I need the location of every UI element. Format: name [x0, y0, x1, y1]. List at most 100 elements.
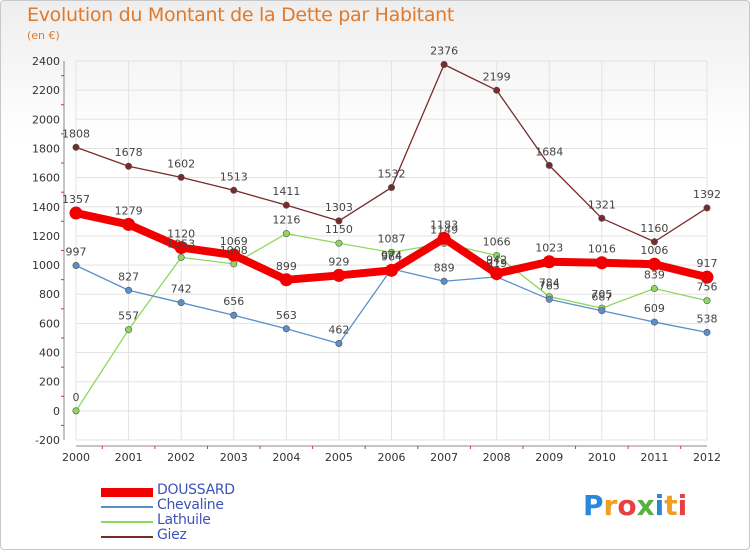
- data-point: [125, 286, 133, 294]
- y-tick-label: 1000: [32, 259, 60, 272]
- data-label: 0: [73, 391, 80, 404]
- y-tick-label: 1600: [32, 172, 60, 185]
- data-label: 1150: [325, 223, 353, 236]
- y-tick-label: 200: [39, 376, 60, 389]
- data-point: [174, 241, 188, 255]
- data-point: [282, 230, 290, 238]
- y-tick-label: 2400: [32, 55, 60, 68]
- data-point: [385, 263, 398, 277]
- data-label: 1602: [167, 157, 195, 170]
- x-tick-label: 2009: [535, 451, 563, 464]
- x-tick-label: 2010: [588, 451, 616, 464]
- data-label: 1684: [535, 145, 563, 158]
- data-point: [332, 268, 346, 282]
- y-tick-label: 800: [39, 288, 60, 301]
- data-label: 765: [539, 279, 560, 292]
- legend: DOUSSARD Chevaline Lathuile Giez: [101, 482, 301, 545]
- data-point: [440, 277, 448, 285]
- logo-letter: i: [654, 489, 665, 522]
- data-point: [703, 204, 711, 212]
- data-label: 919: [486, 257, 507, 270]
- data-label: 1160: [640, 222, 668, 235]
- data-point: [125, 162, 133, 170]
- legend-item-lathuile: Lathuile: [101, 512, 301, 530]
- data-label: 1066: [483, 235, 511, 248]
- y-tick-label: 1200: [32, 230, 60, 243]
- y-tick-label: -200: [35, 434, 60, 447]
- data-label: 1392: [693, 188, 721, 201]
- data-label: 1532: [378, 168, 406, 181]
- data-label: 2376: [430, 44, 458, 57]
- data-point: [490, 267, 504, 281]
- legend-item-chevaline: Chevaline: [101, 497, 301, 515]
- data-label: 687: [591, 291, 612, 304]
- x-tick-label: 2011: [640, 451, 668, 464]
- legend-swatch: [101, 536, 153, 538]
- logo-letter: o: [617, 489, 637, 522]
- data-point: [177, 173, 185, 181]
- data-label: 1513: [220, 170, 248, 183]
- data-label: 997: [66, 246, 87, 259]
- logo-letter: x: [636, 489, 655, 522]
- data-label: 1149: [430, 223, 458, 236]
- data-label: 1357: [62, 193, 90, 206]
- data-label: 917: [697, 257, 718, 270]
- x-tick-label: 2005: [325, 451, 353, 464]
- data-point: [177, 299, 185, 307]
- legend-swatch: [101, 521, 153, 523]
- data-point: [598, 214, 606, 222]
- proxiti-logo: Proxiti: [583, 489, 687, 522]
- data-point: [647, 257, 661, 271]
- data-label: 1321: [588, 198, 616, 211]
- data-label: 1087: [378, 232, 406, 245]
- data-point: [230, 311, 238, 319]
- chart-title: Evolution du Montant de la Dette par Hab…: [27, 4, 455, 26]
- data-point: [703, 328, 711, 336]
- data-point: [703, 297, 711, 305]
- data-label: 1808: [62, 127, 90, 140]
- data-label: 839: [644, 269, 665, 282]
- data-label: 742: [171, 283, 192, 296]
- data-point: [545, 161, 553, 169]
- legend-swatch: [101, 506, 153, 508]
- data-label: 1120: [167, 228, 195, 241]
- data-label: 1303: [325, 201, 353, 214]
- data-point: [598, 307, 606, 315]
- logo-letter: t: [664, 489, 678, 522]
- data-label: 609: [644, 302, 665, 315]
- data-label: 1279: [115, 204, 143, 217]
- data-label: 656: [223, 295, 244, 308]
- data-point: [650, 318, 658, 326]
- data-label: 899: [276, 260, 297, 273]
- data-point: [335, 340, 343, 348]
- data-label: 1411: [272, 185, 300, 198]
- legend-label: Chevaline: [157, 497, 224, 513]
- data-label: 705: [591, 288, 612, 301]
- chart-subtitle: (en €): [27, 29, 60, 42]
- legend-label: Giez: [157, 527, 187, 543]
- y-tick-label: 1400: [32, 201, 60, 214]
- data-label: 964: [381, 250, 402, 263]
- data-point: [230, 186, 238, 194]
- data-label: 1069: [220, 235, 248, 248]
- data-label: 557: [118, 310, 139, 323]
- y-tick-label: 2200: [32, 84, 60, 97]
- data-point: [125, 326, 133, 334]
- legend-item-doussard: DOUSSARD: [101, 482, 301, 500]
- data-point: [72, 407, 80, 415]
- data-point: [493, 86, 501, 94]
- data-label: 538: [697, 312, 718, 325]
- data-point: [227, 248, 241, 262]
- data-point: [72, 262, 80, 270]
- data-point: [279, 273, 293, 287]
- x-tick-label: 2000: [62, 451, 90, 464]
- data-label: 784: [539, 277, 560, 290]
- data-point: [387, 184, 395, 192]
- data-label: 929: [328, 255, 349, 268]
- data-label: 827: [118, 270, 139, 283]
- data-label: 756: [697, 281, 718, 294]
- data-point: [545, 295, 553, 303]
- data-point: [177, 253, 185, 261]
